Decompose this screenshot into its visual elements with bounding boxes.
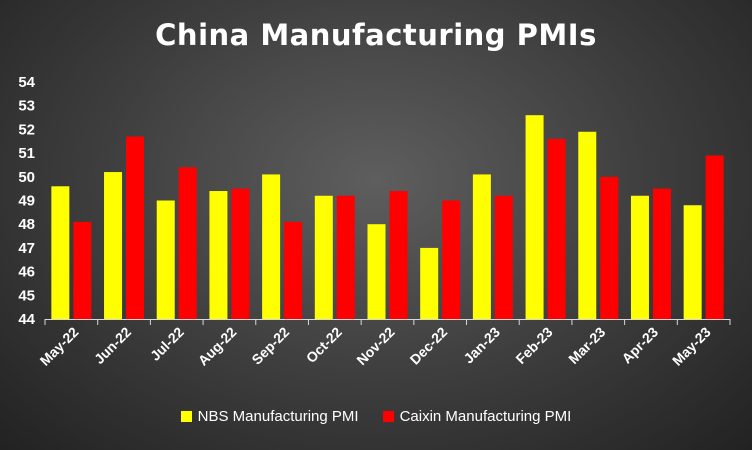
bar-nbs: [683, 205, 702, 319]
legend-item-caixin: Caixin Manufacturing PMI: [382, 408, 572, 425]
bar-caixin: [126, 136, 145, 319]
legend-swatch-nbs: [180, 411, 192, 422]
bar-nbs: [578, 131, 597, 319]
bar-caixin: [652, 188, 671, 319]
x-tick-label: May-22: [37, 324, 82, 369]
bar-caixin: [389, 191, 408, 319]
y-tick-label: 47: [18, 240, 35, 257]
y-tick-label: 45: [18, 287, 35, 304]
y-tick-label: 54: [18, 74, 35, 91]
x-tick-label: Aug-22: [195, 324, 240, 369]
bar-caixin: [178, 167, 197, 319]
x-tick-label: Sep-22: [248, 324, 292, 368]
bar-caixin: [705, 155, 724, 319]
bar-nbs: [630, 195, 649, 319]
bar-caixin: [336, 195, 355, 319]
legend-label-nbs: NBS Manufacturing PMI: [197, 408, 359, 425]
bar-caixin: [600, 176, 619, 319]
y-tick-label: 46: [18, 264, 35, 281]
bar-caixin: [547, 138, 566, 319]
bar-nbs: [156, 200, 175, 319]
x-tick-label: Mar-23: [565, 324, 608, 367]
y-tick-label: 51: [18, 145, 35, 162]
y-tick-label: 53: [18, 98, 35, 115]
legend-label-caixin: Caixin Manufacturing PMI: [399, 408, 572, 425]
x-tick-label: Jan-23: [460, 324, 503, 367]
chart-title: China Manufacturing PMIs: [155, 18, 597, 52]
x-tick-label: Dec-22: [407, 324, 451, 368]
bar-nbs: [367, 224, 386, 319]
bar-caixin: [231, 188, 250, 319]
y-tick-label: 52: [18, 121, 35, 138]
legend: NBS Manufacturing PMI Caixin Manufacturi…: [0, 408, 752, 425]
y-tick-label: 44: [18, 311, 35, 328]
x-tick-label: Feb-23: [512, 324, 555, 367]
bar-nbs: [314, 195, 333, 319]
bar-caixin: [442, 200, 461, 319]
bar-nbs: [472, 174, 491, 319]
bar-nbs: [51, 186, 70, 319]
y-tick-label: 48: [18, 216, 35, 233]
legend-item-nbs: NBS Manufacturing PMI: [180, 408, 359, 425]
bar-caixin: [494, 195, 513, 319]
bar-nbs: [262, 174, 281, 319]
bar-nbs: [209, 191, 228, 319]
bar-nbs: [525, 115, 544, 320]
bar-caixin: [284, 221, 303, 319]
bar-caixin: [73, 221, 92, 319]
legend-swatch-caixin: [382, 411, 394, 422]
x-tick-label: Jul-22: [147, 324, 187, 364]
x-tick-label: May-23: [669, 324, 714, 369]
y-tick-label: 50: [18, 169, 35, 186]
bar-nbs: [420, 247, 439, 319]
x-tick-label: Jun-22: [91, 324, 134, 367]
x-tick-label: Nov-22: [353, 324, 397, 368]
y-tick-label: 49: [18, 193, 35, 210]
bar-nbs: [104, 172, 123, 319]
x-tick-label: Oct-22: [303, 324, 345, 366]
x-tick-label: Apr-23: [618, 324, 661, 367]
